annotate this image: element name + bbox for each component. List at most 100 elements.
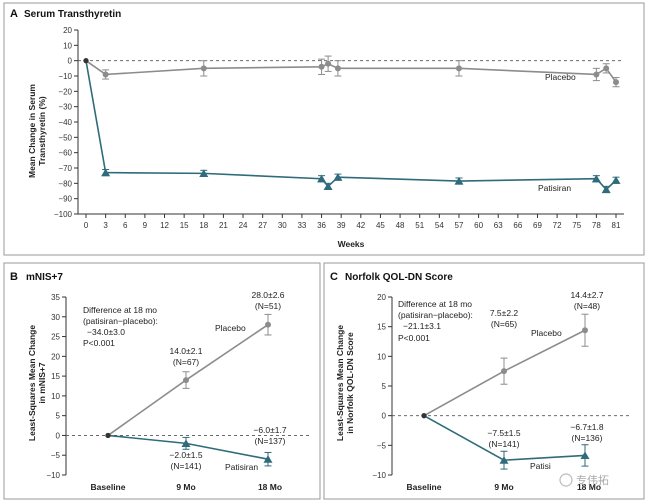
panel-b: B mNIS+7 Least-Squares Mean Change in mN… — [3, 262, 321, 500]
data-label: 14.0±2.1 — [169, 346, 202, 356]
panel-b-plot: 35 30 25 20 15 10 5 0 −5 −10 Baseline 9 Mo 18 Mo 14.0… — [46, 290, 310, 492]
y-tick-label: 10 — [51, 392, 60, 401]
data-label: (N=141) — [489, 439, 520, 449]
patisiran-point — [454, 176, 464, 185]
x-tick-label: 30 — [278, 221, 287, 230]
panel-b-letter: B — [10, 271, 18, 283]
x-tick-label: 66 — [513, 221, 522, 230]
y-tick-label: 0 — [68, 57, 73, 66]
panel-c-label-patisiran: Patisi — [530, 461, 551, 471]
panel-a-ylabel-2: Transthyretin (%) — [37, 96, 47, 166]
x-category-label: 18 Mo — [577, 482, 601, 492]
x-category-label: Baseline — [91, 482, 126, 492]
panel-a-title: Serum Transthyretin — [24, 9, 121, 20]
y-tick-label: 30 — [51, 313, 60, 322]
placebo-point — [183, 377, 189, 384]
x-tick-label: 24 — [239, 221, 248, 230]
y-tick-label: 5 — [382, 382, 387, 391]
x-tick-label: 15 — [180, 221, 189, 230]
panel-a-border — [3, 2, 645, 256]
y-tick-label: −30 — [58, 103, 72, 112]
placebo-point — [200, 65, 207, 72]
x-tick-label: 36 — [317, 221, 326, 230]
x-category-label: 9 Mo — [176, 482, 195, 492]
y-tick-label: 0 — [56, 431, 61, 440]
placebo-point — [603, 65, 610, 72]
y-tick-label: −50 — [58, 133, 72, 142]
placebo-point — [325, 60, 332, 67]
data-label: −6.0±1.7 — [253, 425, 287, 435]
y-tick-label: 20 — [51, 352, 60, 361]
y-tick-label: −10 — [372, 471, 386, 480]
panel-b-diff-3: −34.0±3.0 — [87, 327, 125, 337]
placebo-point — [265, 321, 271, 328]
x-tick-label: 48 — [396, 221, 405, 230]
y-tick-label: 35 — [51, 293, 60, 302]
data-label: −7.5±1.5 — [487, 428, 521, 438]
patisiran-point — [263, 455, 273, 463]
x-tick-label: 6 — [123, 221, 128, 230]
y-tick-label: −10 — [46, 471, 60, 480]
patisiran-point — [323, 182, 333, 190]
y-tick-label: −80 — [58, 179, 72, 188]
panel-a-letter: A — [10, 8, 18, 20]
x-tick-label: 63 — [494, 221, 503, 230]
y-tick-label: 15 — [51, 372, 60, 381]
x-category-label: Baseline — [407, 482, 442, 492]
patisiran-point — [101, 168, 111, 177]
y-tick-label: −20 — [58, 87, 72, 96]
y-tick-label: 20 — [63, 26, 72, 35]
x-tick-label: 12 — [160, 221, 169, 230]
watermark-icon — [559, 473, 573, 487]
patisiran-point — [601, 185, 611, 194]
y-tick-label: 25 — [51, 333, 60, 342]
panel-a-xlabel: Weeks — [338, 239, 365, 249]
panel-c-diff-2: (patisiran−placebo): — [398, 310, 473, 320]
placebo-point — [102, 71, 109, 78]
x-tick-label: 69 — [533, 221, 542, 230]
x-category-label: 18 Mo — [258, 482, 282, 492]
panel-a: A Serum Transthyretin Mean Change in Ser… — [3, 2, 645, 256]
panel-c-diff-4: P<0.001 — [398, 333, 430, 343]
y-tick-label: 15 — [377, 323, 386, 332]
placebo-point — [501, 368, 507, 375]
patisiran-point — [199, 169, 209, 177]
panel-c-ylabel-2: in Norfolk QOL-DN Score — [345, 332, 355, 434]
y-tick-label: 0 — [382, 412, 387, 421]
data-label: (N=141) — [171, 461, 202, 471]
data-label: −6.7±1.8 — [570, 422, 604, 432]
x-tick-label: 81 — [612, 221, 621, 230]
x-tick-label: 72 — [553, 221, 562, 230]
x-tick-label: 78 — [592, 221, 601, 230]
panel-c-ylabel-1: Least-Squares Mean Change — [335, 325, 345, 441]
panel-c-title: Norfolk QOL-DN Score — [345, 272, 453, 283]
x-tick-label: 3 — [103, 221, 108, 230]
data-label: (N=137) — [255, 436, 286, 446]
patisiran-point — [317, 174, 327, 183]
data-label: (N=51) — [255, 301, 281, 311]
y-tick-label: 20 — [377, 293, 386, 302]
x-tick-label: 39 — [337, 221, 346, 230]
panel-b-border — [3, 262, 321, 500]
x-tick-label: 42 — [356, 221, 365, 230]
y-tick-label: −90 — [58, 195, 72, 204]
panel-c-diff-1: Difference at 18 mo — [398, 299, 472, 309]
placebo-point — [613, 79, 619, 86]
placebo-point — [455, 65, 462, 72]
panel-a-label-patisiran: Patisiran — [538, 183, 571, 193]
x-tick-label: 60 — [474, 221, 483, 230]
data-label: (N=48) — [574, 301, 600, 311]
y-tick-label: −40 — [58, 118, 72, 127]
panel-c-border — [323, 262, 645, 500]
x-tick-label: 21 — [219, 221, 228, 230]
panel-a-ylabel-1: Mean Change in Serum — [27, 84, 37, 178]
x-tick-label: 18 — [199, 221, 208, 230]
data-label: (N=65) — [491, 319, 517, 329]
x-tick-label: 51 — [415, 221, 424, 230]
y-tick-label: 5 — [56, 412, 61, 421]
patisiran-point — [499, 456, 509, 464]
panel-c-label-placebo: Placebo — [531, 328, 562, 338]
panel-b-ylabel-1: Least-Squares Mean Change — [27, 325, 37, 441]
patisiran-point — [611, 176, 621, 184]
